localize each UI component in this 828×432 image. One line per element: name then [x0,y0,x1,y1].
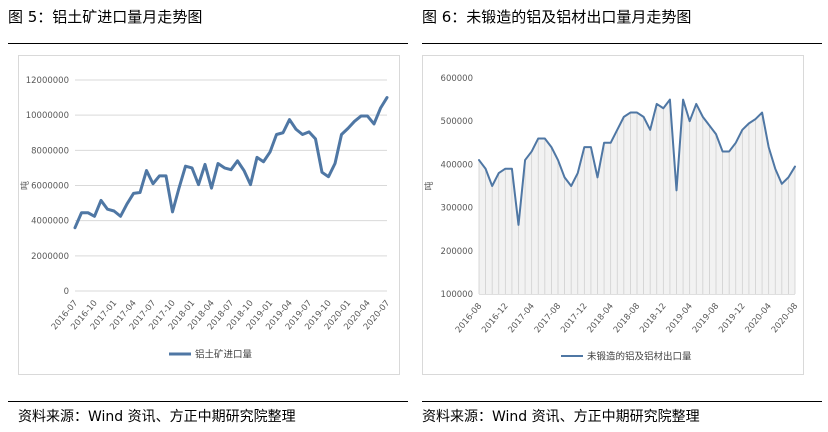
source-note-right: 资料来源：Wind 资讯、方正中期研究院整理 [422,409,700,425]
y-tick-label: 2000000 [31,252,69,262]
figure-5-title: 图 5：铝土矿进口量月走势图 [8,8,203,26]
legend-label: 铝土矿进口量 [195,349,253,361]
x-tick-label: 2020-04 [743,302,773,336]
x-tick-label: 2016-12 [480,302,510,336]
y-tick-label: 12000000 [26,76,69,86]
x-tick-label: 2016-08 [454,302,484,336]
y-tick-label: 6000000 [31,182,69,192]
source-note-left: 资料来源：Wind 资讯、方正中期研究院整理 [18,409,296,425]
figure-6-title: 图 6：未锻造的铝及铝材出口量月走势图 [422,8,692,26]
bauxite-import-chart: 0 2000000 4000000 6000000 8000000 10000000 120… [18,55,400,375]
y-tick-label: 400000 [441,160,473,170]
title-rule-right [422,43,822,44]
x-tick-label: 2019-04 [664,302,694,336]
aluminum-export-chart-svg: 100000 200000 300000 400000 500000 600000 吨 201… [423,74,800,363]
title-rule-left [8,43,408,44]
y-tick-label: 4000000 [31,217,69,227]
x-tick-label: 2017-08 [533,302,563,336]
y-tick-label: 0 [64,287,69,297]
y-tick-label: 200000 [441,247,473,257]
series-line [73,96,389,230]
source-rule-left [8,401,408,402]
legend-label: 未锻造的铝及铝材出口量 [587,351,692,363]
x-tick-label: 2020-08 [770,302,800,336]
x-tick-label: 2019-12 [717,302,747,336]
source-rule-right [422,401,822,402]
y-tick-label: 500000 [441,117,473,127]
series-line [478,98,796,226]
aluminum-export-chart: 100000 200000 300000 400000 500000 600000 吨 201… [422,55,804,375]
x-tick-label: 2019-08 [691,302,721,336]
y-tick-label: 10000000 [26,111,69,121]
y-axis-label: 吨 [423,181,435,190]
x-tick-label: 2018-12 [638,302,668,336]
bauxite-import-chart-svg: 0 2000000 4000000 6000000 8000000 10000000 120… [19,76,392,361]
x-tick-label: 2017-12 [559,302,589,336]
x-tick-label: 2018-08 [612,302,642,336]
x-tick-label: 2017-04 [506,302,536,336]
y-tick-label: 600000 [441,74,473,84]
y-tick-label: 300000 [441,204,473,214]
y-tick-label: 8000000 [31,146,69,156]
y-tick-label: 100000 [441,290,473,300]
x-tick-label: 2018-04 [585,302,615,336]
y-axis-label: 吨 [19,181,31,190]
